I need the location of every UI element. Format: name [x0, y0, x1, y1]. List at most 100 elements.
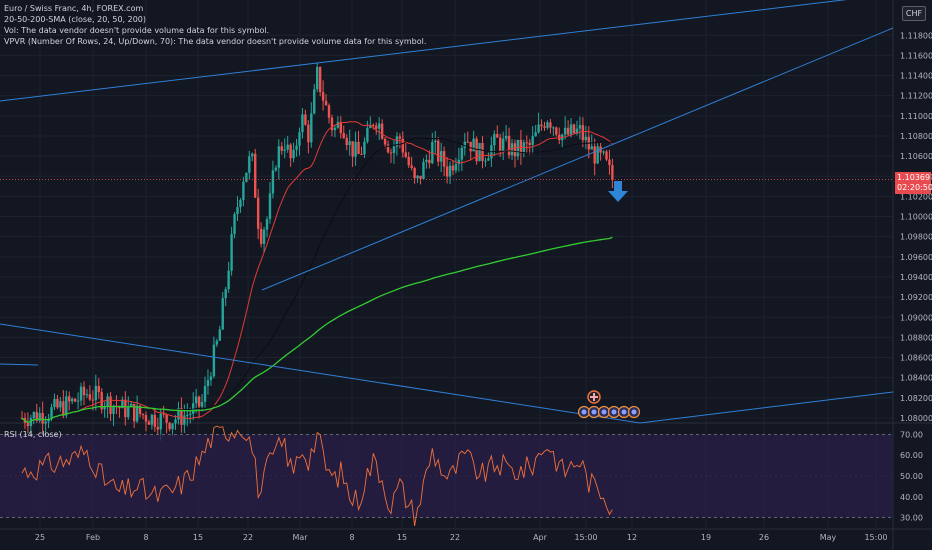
candle-body	[369, 124, 372, 129]
candle-body	[431, 142, 434, 164]
candle-body	[215, 340, 219, 345]
candle-body	[318, 66, 322, 93]
price-tick-label: 1.10800	[900, 132, 932, 141]
candle-body	[298, 132, 301, 146]
candle-body	[141, 414, 145, 416]
candle-body	[496, 134, 499, 138]
candle-body	[442, 151, 446, 167]
candle-body	[26, 423, 30, 427]
marker-dot-icon	[631, 409, 637, 415]
candle-body	[572, 124, 576, 134]
time-tick-label: 8	[143, 533, 148, 542]
candle-body	[124, 399, 127, 418]
candle-body	[103, 406, 106, 410]
candle-body	[531, 136, 534, 145]
candle-body	[268, 193, 272, 220]
price-axis[interactable]: 1.11800 1.11600 1.11400 1.11200 1.11000 1.108…	[900, 31, 932, 423]
candle-body	[540, 124, 543, 127]
candle-body	[168, 422, 171, 430]
candle-body	[552, 127, 555, 129]
candle-body	[366, 128, 369, 142]
rsi-axis[interactable]: 70.00 60.00 50.00 40.00 30.00	[900, 430, 923, 522]
time-tick-label: 19	[701, 533, 711, 542]
candle-body	[546, 122, 549, 128]
time-tick-label: 22	[243, 533, 253, 542]
candle-body	[608, 159, 611, 166]
candle-body	[445, 166, 449, 177]
candle-body	[233, 214, 236, 235]
time-tick-label: 15:00	[864, 533, 887, 542]
price-tick-label: 1.08200	[900, 394, 932, 403]
candle-body	[203, 386, 207, 402]
candle-body	[516, 139, 520, 157]
candle-body	[321, 92, 325, 101]
candle-body	[254, 153, 257, 198]
rsi-tick-label: 70.00	[900, 430, 923, 439]
candle-body	[304, 114, 307, 125]
candle-body	[109, 396, 112, 414]
candle-body	[537, 124, 540, 133]
time-tick-label: 15:00	[574, 533, 597, 542]
candle-body	[242, 181, 245, 200]
candle-body	[85, 394, 89, 396]
candle-body	[377, 123, 381, 129]
rsi-legend[interactable]: RSI (14, close)	[4, 430, 62, 439]
candle-body	[354, 141, 357, 157]
sma-line-20	[21, 121, 613, 423]
candle-body	[245, 172, 248, 182]
candle-body	[466, 141, 469, 143]
time-tick-label: 25	[35, 533, 45, 542]
candle-body	[398, 136, 402, 139]
candle-body	[206, 380, 210, 387]
sma-line-200	[21, 236, 613, 424]
candle-body	[336, 122, 340, 128]
price-tick-label: 1.10600	[900, 152, 932, 161]
candle-body	[310, 113, 313, 143]
candle-body	[127, 406, 130, 418]
candle-body	[339, 122, 343, 134]
candle-body	[342, 133, 345, 138]
candle-body	[605, 151, 608, 160]
candle-body	[138, 405, 142, 415]
time-axis[interactable]: 25 Feb 8 15 22 Mar 8 15 22 Apr 15:00 12 19 26 May 15:00	[35, 533, 888, 542]
candle-body	[563, 127, 567, 135]
candle-body	[68, 396, 71, 402]
price-tick-label: 1.09200	[900, 293, 932, 302]
candle-body	[416, 175, 419, 179]
candle-body	[153, 414, 157, 427]
candle-body	[301, 114, 304, 133]
candle-body	[383, 138, 387, 145]
candle-body	[499, 137, 502, 151]
candle-body	[448, 165, 452, 177]
price-tick-label: 1.09000	[900, 313, 932, 322]
marker-dot-icon	[621, 409, 627, 415]
candle-body	[32, 412, 36, 419]
candle-body	[56, 398, 59, 408]
price-tick-label: 1.08000	[900, 414, 932, 423]
candle-body	[351, 141, 354, 157]
candle-body	[389, 152, 393, 154]
candle-body	[584, 136, 588, 141]
rsi-line	[21, 425, 613, 526]
candle-body	[507, 135, 511, 156]
candle-body	[88, 394, 92, 400]
candle-body	[79, 386, 83, 401]
candle-body	[386, 144, 390, 153]
candle-body	[82, 386, 86, 396]
plus-icon	[590, 393, 598, 401]
candle-body	[277, 146, 281, 168]
candle-body	[504, 135, 508, 139]
candle-body	[29, 418, 33, 427]
candle-body	[256, 197, 260, 229]
candle-body	[451, 165, 455, 171]
candle-body	[454, 164, 458, 171]
candle-body	[38, 413, 41, 421]
candle-body	[327, 105, 331, 118]
candle-body	[100, 392, 103, 410]
candle-body	[150, 414, 154, 425]
rsi-pane	[0, 425, 893, 526]
currency-button[interactable]: CHF	[902, 6, 926, 21]
candle-body	[227, 270, 230, 290]
candle-body	[224, 289, 227, 299]
